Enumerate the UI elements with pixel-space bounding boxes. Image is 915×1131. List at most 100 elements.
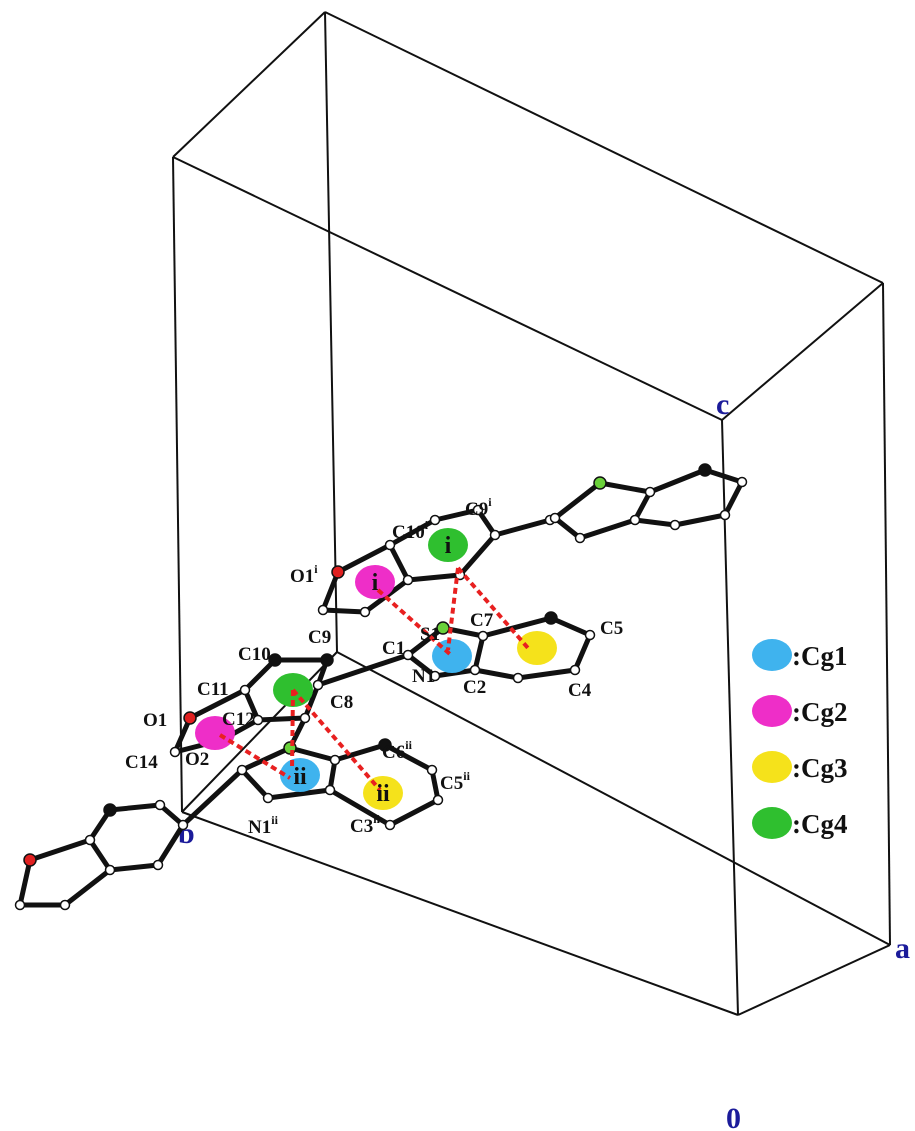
atom-name: C5 — [440, 773, 463, 794]
atom-label: O2 — [185, 749, 209, 770]
molecules — [16, 464, 747, 910]
atom-symmetry: i — [488, 495, 492, 509]
centroid-mark: i — [445, 533, 452, 559]
atom — [594, 477, 606, 489]
atom — [156, 801, 165, 810]
bond — [90, 770, 242, 870]
centroid — [517, 631, 557, 665]
atom — [491, 531, 500, 540]
atom — [264, 794, 273, 803]
atom — [386, 821, 395, 830]
bond — [495, 483, 650, 538]
atom-name: C2 — [463, 677, 486, 698]
atom-name: C12 — [222, 709, 255, 730]
atom-symmetry: ii — [271, 813, 278, 827]
atom — [331, 756, 340, 765]
atom-name: O1 — [143, 710, 167, 731]
atom-name: O1 — [290, 566, 314, 587]
atom-label: C9i — [465, 495, 492, 520]
atom — [514, 674, 523, 683]
atom-label: C14 — [125, 752, 158, 773]
atom — [301, 714, 310, 723]
atom-name: N1 — [412, 666, 435, 687]
atom-label: N1 — [412, 666, 435, 687]
legend-label: :Cg2 — [792, 697, 848, 727]
atom — [646, 488, 655, 497]
atom-name: C5 — [600, 618, 623, 639]
atom-symmetry: ii — [405, 738, 412, 752]
axis-label: 0 — [726, 1102, 741, 1131]
atom-name: C9 — [465, 499, 488, 520]
atom — [106, 866, 115, 875]
legend-label: :Cg4 — [792, 809, 848, 839]
contact-line — [292, 690, 293, 770]
atom — [404, 576, 413, 585]
atom — [321, 654, 333, 666]
atom — [479, 632, 488, 641]
atom-symmetry: ii — [373, 812, 380, 826]
centroid-mark: ii — [293, 764, 307, 790]
atom — [586, 631, 595, 640]
contact-line — [448, 568, 458, 650]
legend-label: :Cg1 — [792, 641, 848, 671]
atom-label: O1i — [290, 562, 318, 587]
unit-cell — [173, 12, 890, 1015]
crystal-packing-diagram: c a b 0 iiiiii C10iC9iO1iS1C7C5C1C9C10C1… — [0, 0, 915, 1131]
atom — [576, 534, 585, 543]
atom — [61, 901, 70, 910]
contact-line — [220, 735, 290, 778]
atom — [254, 716, 263, 725]
atom — [361, 608, 370, 617]
axis-label: a — [895, 932, 910, 965]
atom-label: C4 — [568, 680, 592, 701]
atom-label: C5ii — [440, 769, 471, 794]
atom — [269, 654, 281, 666]
atom-label: C5 — [600, 618, 623, 639]
atom-label: C11 — [197, 679, 229, 700]
atom — [238, 766, 247, 775]
atom-label: C2 — [463, 677, 486, 698]
atom — [434, 796, 443, 805]
atom — [431, 516, 440, 525]
atom — [179, 821, 188, 830]
atom — [545, 612, 557, 624]
centroid-mark: i — [372, 570, 379, 596]
legend-swatch — [752, 695, 792, 727]
atom-label: C7 — [470, 610, 494, 631]
atom-label: C8 — [330, 692, 353, 713]
atom — [16, 901, 25, 910]
atom — [428, 766, 437, 775]
atom-label: C10 — [238, 644, 271, 665]
atom — [86, 836, 95, 845]
atom-name: C10 — [238, 644, 271, 665]
atom — [24, 854, 36, 866]
atom — [571, 666, 580, 675]
legend-swatch — [752, 751, 792, 783]
atom-name: C11 — [197, 679, 229, 700]
atom-name: C3 — [350, 816, 373, 837]
atom — [104, 804, 116, 816]
legend-swatch — [752, 807, 792, 839]
atom — [319, 606, 328, 615]
atom-name: C6 — [382, 742, 405, 763]
axis-label: c — [716, 388, 729, 421]
atom — [738, 478, 747, 487]
atom-label: C12 — [222, 709, 255, 730]
atom-label: N1ii — [248, 813, 279, 838]
atom — [154, 861, 163, 870]
atom — [671, 521, 680, 530]
atom-symmetry: ii — [463, 769, 470, 783]
atom — [184, 712, 196, 724]
atom — [471, 666, 480, 675]
atom-name: C10 — [392, 522, 425, 543]
atom-label: C9 — [308, 627, 331, 648]
legend: :Cg1:Cg2:Cg3:Cg4 — [752, 639, 848, 839]
atom-label: C3ii — [350, 812, 381, 837]
atom — [699, 464, 711, 476]
atom-name: S1 — [420, 624, 440, 645]
atom — [631, 516, 640, 525]
atom-name: C1 — [382, 638, 405, 659]
atom-symmetry: i — [314, 562, 318, 576]
atom-name: C8 — [330, 692, 353, 713]
atom-name: O2 — [185, 749, 209, 770]
